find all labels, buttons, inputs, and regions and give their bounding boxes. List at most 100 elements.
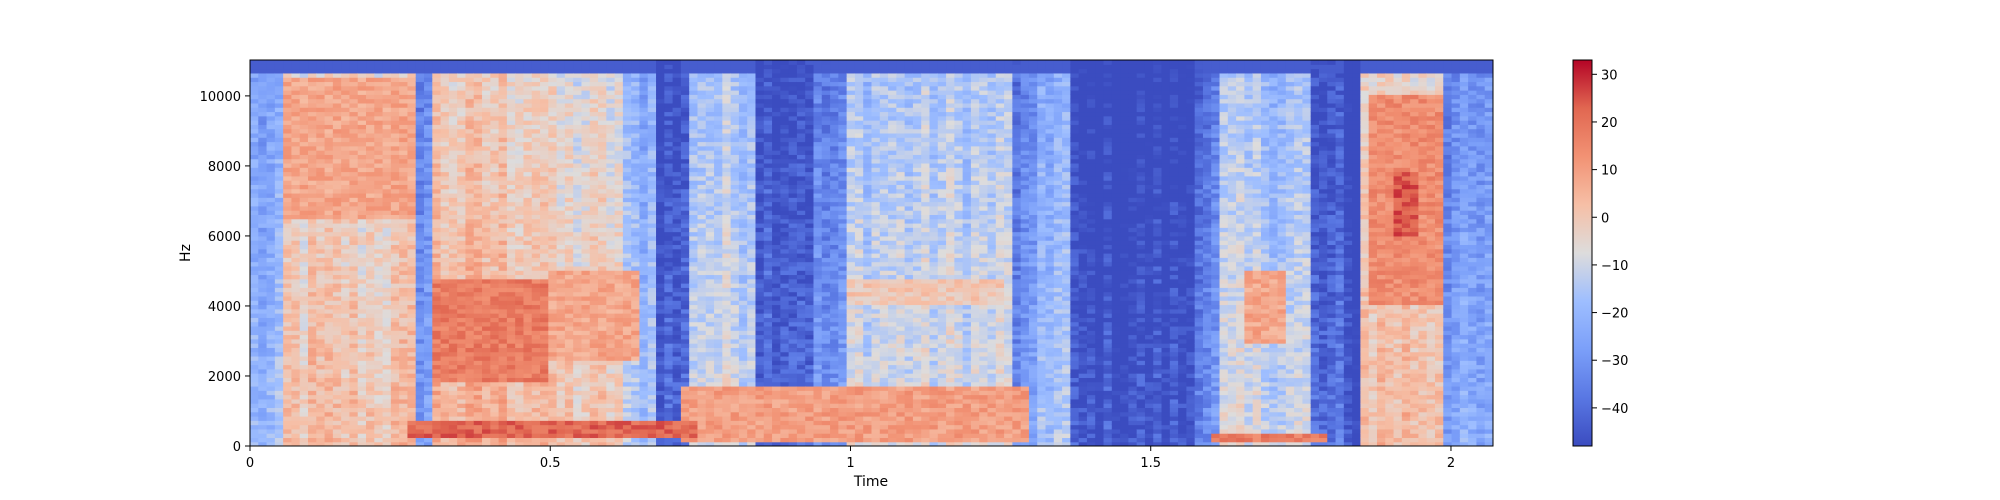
spectrogram-cell xyxy=(250,162,259,168)
spectrogram-cell xyxy=(606,124,616,130)
spectrogram-cell xyxy=(316,291,326,297)
spectrogram-cell xyxy=(664,184,674,190)
spectrogram-cell xyxy=(465,77,475,83)
spectrogram-cell xyxy=(498,115,508,121)
spectrogram-cell xyxy=(299,437,309,443)
spectrogram-cell xyxy=(614,325,624,331)
spectrogram-cell xyxy=(523,158,533,164)
spectrogram-cell xyxy=(266,115,276,121)
spectrogram-cell xyxy=(598,214,607,220)
spectrogram-cell xyxy=(647,77,657,83)
spectrogram-cell xyxy=(448,364,458,370)
spectrogram-cell xyxy=(606,201,616,207)
spectrogram-cell xyxy=(622,205,632,211)
spectrogram-cell xyxy=(606,150,616,155)
spectrogram-cell xyxy=(390,437,400,443)
spectrogram-cell xyxy=(283,300,293,306)
spectrogram-cell xyxy=(523,283,533,288)
spectrogram-cell xyxy=(581,235,591,241)
spectrogram-cell xyxy=(258,102,268,108)
spectrogram-cell xyxy=(258,407,268,413)
spectrogram-cell xyxy=(424,373,433,378)
spectrogram-cell xyxy=(357,64,367,70)
spectrogram-cell xyxy=(689,235,699,241)
spectrogram-cell xyxy=(556,351,566,357)
spectrogram-cell xyxy=(581,184,591,190)
spectrogram-cell xyxy=(457,411,467,417)
spectrogram-cell xyxy=(581,381,591,387)
spectrogram-cell xyxy=(440,248,450,254)
spectrogram-cell xyxy=(407,385,417,391)
spectrogram-cell xyxy=(656,278,665,284)
spectrogram-cell xyxy=(399,60,409,65)
spectrogram-cell xyxy=(341,381,351,387)
spectrogram-cell xyxy=(324,72,334,78)
spectrogram-cell xyxy=(407,192,417,198)
spectrogram-cell xyxy=(448,68,458,74)
spectrogram-cell xyxy=(639,355,649,361)
spectrogram-cell xyxy=(324,81,334,87)
spectrogram-cell xyxy=(465,398,475,404)
spectrogram-cell xyxy=(573,64,583,70)
spectrogram-cell xyxy=(664,373,674,378)
spectrogram-cell xyxy=(382,201,392,207)
spectrogram-cell xyxy=(622,222,632,228)
spectrogram-cell xyxy=(366,291,375,297)
spectrogram-cell xyxy=(614,347,624,353)
spectrogram-cell xyxy=(258,291,268,297)
spectrogram-cell xyxy=(656,197,665,203)
spectrogram-cell xyxy=(664,441,674,446)
spectrogram-cell xyxy=(274,373,284,378)
spectrogram-cell xyxy=(316,377,326,383)
spectrogram-cell xyxy=(631,248,641,254)
spectrogram-cell xyxy=(374,295,384,301)
spectrogram-cell xyxy=(573,214,583,220)
spectrogram-cell xyxy=(291,437,301,443)
spectrogram-cell xyxy=(490,398,500,404)
spectrogram-cell xyxy=(407,244,417,250)
spectrogram-cell xyxy=(631,411,641,417)
spectrogram-cell xyxy=(490,162,500,168)
spectrogram-cell xyxy=(465,162,475,168)
spectrogram-cell xyxy=(432,411,442,417)
spectrogram-cell xyxy=(308,192,317,198)
spectrogram-cell xyxy=(366,85,375,91)
spectrogram-cell xyxy=(515,111,525,117)
spectrogram-cell xyxy=(680,300,690,306)
spectrogram-cell xyxy=(498,205,508,211)
spectrogram-cell xyxy=(432,428,442,434)
spectrogram-cell xyxy=(291,137,301,143)
spectrogram-cell xyxy=(341,124,351,130)
spectrogram-cell xyxy=(341,98,351,104)
spectrogram-cell xyxy=(697,364,707,370)
spectrogram-cell xyxy=(540,210,549,215)
spectrogram-cell xyxy=(332,437,342,443)
spectrogram-cell xyxy=(349,184,359,190)
spectrogram-cell xyxy=(432,72,442,78)
spectrogram-cell xyxy=(680,240,690,246)
spectrogram-cell xyxy=(415,394,425,400)
spectrogram-cell xyxy=(540,304,549,310)
spectrogram-plot-area xyxy=(249,59,1494,447)
spectrogram-cell xyxy=(283,274,293,280)
spectrogram-cell xyxy=(357,145,367,151)
spectrogram-cell xyxy=(573,137,583,143)
spectrogram-cell xyxy=(498,124,508,130)
spectrogram-cell xyxy=(432,424,442,430)
spectrogram-cell xyxy=(399,415,409,421)
spectrogram-cell xyxy=(548,98,558,104)
spectrogram-cell xyxy=(664,330,674,336)
spectrogram-cell xyxy=(390,77,400,83)
spectrogram-cell xyxy=(614,321,624,327)
spectrogram-cell xyxy=(656,248,665,254)
spectrogram-cell xyxy=(689,411,699,417)
spectrogram-cell xyxy=(308,132,317,138)
spectrogram-cell xyxy=(457,111,467,117)
spectrogram-cell xyxy=(540,325,549,331)
spectrogram-cell xyxy=(697,214,707,220)
spectrogram-cell xyxy=(614,437,624,443)
spectrogram-cell xyxy=(274,188,284,194)
spectrogram-cell xyxy=(332,420,342,426)
spectrogram-cell xyxy=(473,240,483,246)
spectrogram-cell xyxy=(515,180,525,185)
